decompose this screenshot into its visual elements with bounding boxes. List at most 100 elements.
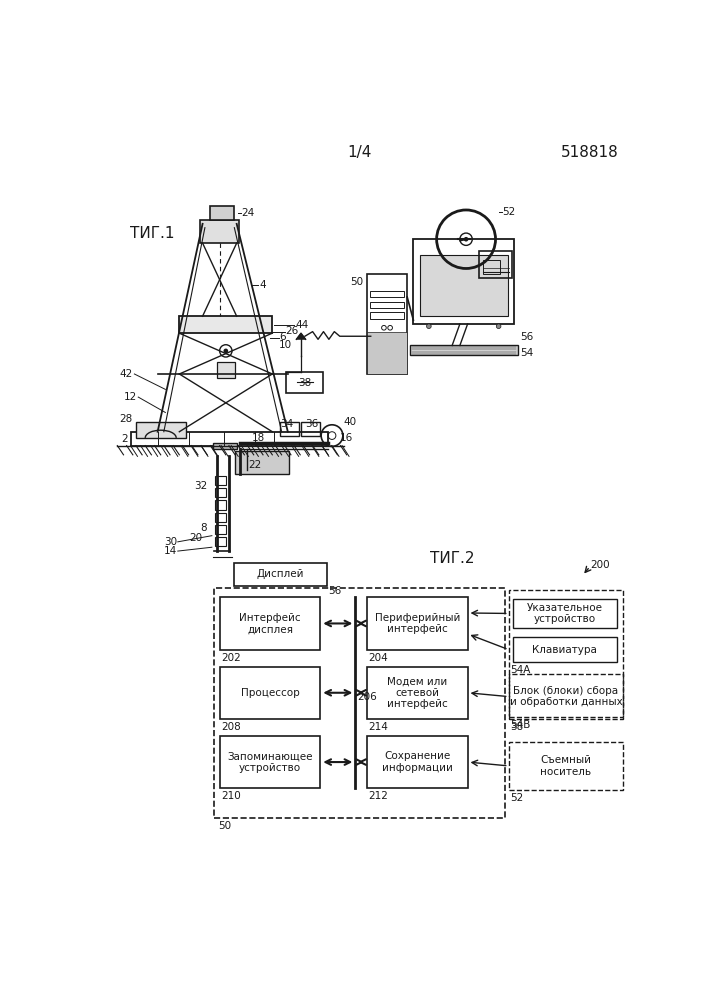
Text: 32: 32 [194, 481, 207, 491]
Text: 50: 50 [218, 821, 231, 831]
Text: 52: 52 [502, 207, 515, 217]
Text: Интерфейс
дисплея: Интерфейс дисплея [239, 612, 301, 634]
Bar [200, 220, 239, 243]
Circle shape [224, 349, 228, 354]
Text: 38: 38 [298, 379, 311, 389]
Bar [215, 488, 226, 498]
Text: 56: 56 [328, 585, 342, 595]
Bar [370, 302, 404, 308]
Text: Блок (блоки) сбора
и обработки данных: Блок (блоки) сбора и обработки данных [510, 685, 622, 707]
Text: 18: 18 [252, 433, 265, 443]
Bar [512, 598, 617, 628]
Bar [420, 255, 508, 317]
Text: 26: 26 [285, 326, 299, 336]
Text: ΤИГ.1: ΤИГ.1 [131, 227, 175, 242]
Text: 52: 52 [510, 793, 524, 803]
Bar [219, 597, 321, 649]
Text: 202: 202 [221, 652, 241, 662]
Bar [214, 444, 237, 450]
Text: Клавиатура: Клавиатура [532, 644, 598, 654]
Bar [233, 562, 327, 585]
Circle shape [464, 237, 468, 242]
Circle shape [427, 324, 431, 329]
Text: ΤИГ.2: ΤИГ.2 [430, 551, 475, 566]
Text: 36: 36 [305, 419, 318, 429]
Text: 206: 206 [357, 691, 377, 701]
Text: 212: 212 [368, 791, 388, 801]
Bar [301, 422, 321, 436]
Text: 40: 40 [344, 418, 356, 428]
Text: Модем или
сетевой
интерфейс: Модем или сетевой интерфейс [387, 676, 448, 709]
Bar [209, 206, 234, 220]
Text: 8: 8 [200, 523, 207, 533]
Bar [219, 736, 321, 788]
Text: 16: 16 [340, 433, 353, 443]
Bar [367, 597, 467, 649]
Text: 2: 2 [122, 434, 128, 444]
Bar [509, 674, 624, 719]
Text: 14: 14 [164, 546, 177, 556]
Text: 42: 42 [120, 369, 133, 379]
Bar [219, 666, 321, 719]
Text: 4: 4 [260, 281, 266, 291]
Bar [214, 588, 505, 817]
Bar [235, 451, 290, 475]
Bar [483, 260, 500, 274]
Bar [215, 537, 226, 546]
Text: Периферийный
интерфейс: Периферийный интерфейс [375, 612, 460, 634]
Bar [280, 422, 299, 436]
Text: 20: 20 [189, 533, 202, 543]
Polygon shape [297, 334, 306, 340]
Text: 208: 208 [221, 722, 241, 732]
Text: Запоминающее
устройство: Запоминающее устройство [227, 751, 313, 773]
Text: 38: 38 [510, 722, 524, 732]
Bar [367, 666, 467, 719]
Bar [512, 637, 617, 662]
Bar [413, 239, 514, 324]
Text: 518818: 518818 [561, 145, 619, 160]
Text: 24: 24 [241, 208, 254, 218]
Bar [479, 251, 512, 278]
Bar [136, 423, 186, 438]
Bar [367, 274, 407, 374]
Bar [367, 332, 407, 374]
Bar [370, 313, 404, 319]
Circle shape [496, 324, 501, 329]
Text: 54В: 54В [510, 719, 531, 729]
Text: 200: 200 [590, 560, 610, 570]
Text: 50: 50 [351, 277, 363, 287]
Text: 214: 214 [368, 722, 388, 732]
Text: 22: 22 [248, 460, 261, 470]
Bar [131, 432, 328, 446]
Bar [370, 291, 404, 297]
Text: 6: 6 [279, 332, 286, 342]
Bar [217, 363, 235, 378]
Bar [215, 512, 226, 521]
Bar [509, 742, 624, 790]
Text: 28: 28 [120, 414, 133, 424]
Text: Съемный
носитель: Съемный носитель [541, 755, 592, 776]
Text: 30: 30 [164, 536, 177, 546]
Bar [509, 589, 624, 716]
Bar [215, 500, 226, 509]
Text: 210: 210 [221, 791, 241, 801]
Text: 54: 54 [520, 349, 534, 359]
Text: 204: 204 [368, 652, 388, 662]
Bar [215, 476, 226, 485]
Text: 1/4: 1/4 [348, 145, 372, 160]
Text: 10: 10 [279, 340, 292, 350]
Bar [410, 346, 518, 355]
Bar [215, 524, 226, 534]
Text: Процессор: Процессор [240, 687, 299, 697]
Text: 12: 12 [124, 392, 136, 402]
Text: 54А: 54А [510, 665, 531, 675]
Text: Указательное
устройство: Указательное устройство [527, 602, 603, 624]
Bar [286, 372, 323, 394]
Text: 34: 34 [280, 419, 293, 429]
Bar [367, 736, 467, 788]
Text: Сохранение
информации: Сохранение информации [382, 751, 453, 773]
Text: Дисплей: Дисплей [257, 569, 304, 579]
Bar [179, 317, 272, 334]
Text: 44: 44 [295, 320, 309, 330]
Text: 56: 56 [520, 332, 534, 342]
